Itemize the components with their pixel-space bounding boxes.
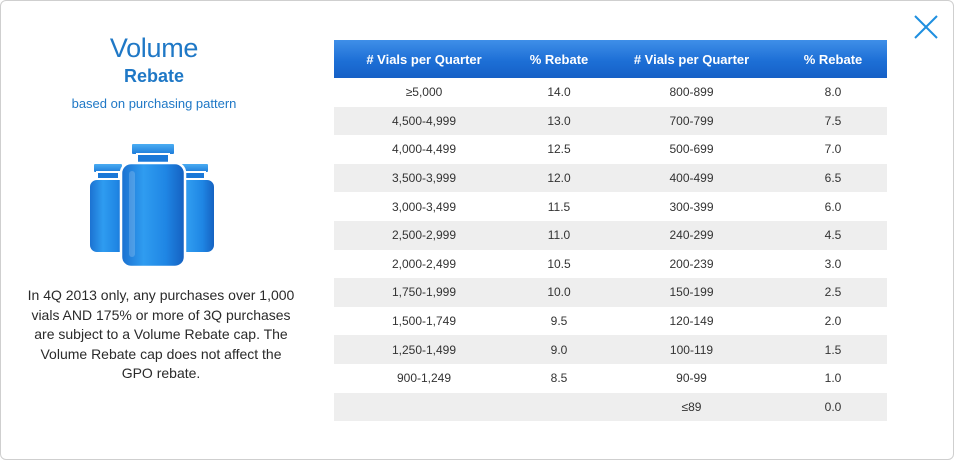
table-cell: 7.0 [824,142,842,157]
table-cell: 3,500-3,999 [334,163,514,193]
table-cell: 500-699 [669,142,714,157]
table-cell: 8.5 [550,371,568,386]
table-row: 4,500-4,999 13.0 700-799 7.5 [334,106,887,136]
close-button[interactable] [910,11,942,43]
table-cell: 13.0 [514,106,604,136]
table-row: 2,000-2,499 10.5 200-239 3.0 [334,250,887,279]
table-header-row: # Vials per Quarter % Rebate # Vials per… [334,40,887,78]
table-cell [514,392,604,422]
info-panel: Volume Rebate based on purchasing patter… [1,1,319,460]
table-row: 4,000-4,499 12.5 500-699 7.0 [334,135,887,164]
table-cell: 700-799 [604,106,779,136]
vials-icon [85,141,221,269]
table-cell: ≥5,000 [405,85,443,100]
table-cell: 3,000-3,499 [391,199,457,214]
table-row: 2,500-2,999 11.0 240-299 4.5 [334,220,887,250]
table-cell: 14.0 [547,85,571,100]
table-cell: ≤89 [604,392,779,422]
table-cell: 4,500-4,999 [334,106,514,136]
table-cell: 90-99 [676,371,707,386]
table-cell: 12.5 [547,142,571,157]
table-cell: 9.0 [514,335,604,364]
table-cell: 120-149 [669,314,714,329]
table-cell: 2,500-2,999 [334,220,514,250]
table-cell: 3.0 [824,256,842,271]
table-cell: 12.0 [514,163,604,193]
table-cell: 800-899 [669,85,714,100]
table-cell: 10.0 [514,278,604,307]
table-cell [334,392,514,422]
table-cell: 100-119 [604,335,779,364]
table-row: 1,750-1,999 10.0 150-199 2.5 [334,278,887,307]
table-row: 3,000-3,499 11.5 300-399 6.0 [334,192,887,221]
close-icon [914,15,938,39]
column-header-vials: # Vials per Quarter [334,40,514,78]
table-cell: 4.5 [779,220,887,250]
rebate-table-container: # Vials per Quarter % Rebate # Vials per… [334,40,887,422]
table-cell: 4,000-4,499 [391,142,457,157]
table-row: ≤89 0.0 [334,392,887,422]
table-row: 1,500-1,749 9.5 120-149 2.0 [334,307,887,336]
table-cell: 2.0 [824,314,842,329]
page-subtitle: Rebate [123,66,185,86]
table-cell: 10.5 [547,256,571,271]
table-cell: 1,250-1,499 [334,335,514,364]
table-cell: 1,500-1,749 [391,314,457,329]
table-cell: 6.5 [779,163,887,193]
subtitle-note: based on purchasing pattern [71,96,237,111]
table-row: 1,250-1,499 9.0 100-119 1.5 [334,335,887,364]
table-cell: 1,750-1,999 [334,278,514,307]
rebate-table: # Vials per Quarter % Rebate # Vials per… [334,40,887,422]
table-cell: 200-239 [669,256,714,271]
table-row: 900-1,249 8.5 90-99 1.0 [334,364,887,393]
disclaimer-text: In 4Q 2013 only, any purchases over 1,00… [27,287,295,381]
table-cell: 400-499 [604,163,779,193]
table-cell: 300-399 [669,199,714,214]
table-cell: 900-1,249 [396,371,452,386]
table-cell: 2,000-2,499 [391,256,457,271]
table-cell: 1.5 [779,335,887,364]
page-title: Volume [109,33,199,63]
table-cell: 6.0 [824,199,842,214]
table-cell: 1.0 [824,371,842,386]
table-cell: 240-299 [604,220,779,250]
table-cell: 9.5 [550,314,568,329]
table-cell: 150-199 [604,278,779,307]
table-cell: 7.5 [779,106,887,136]
table-cell: 2.5 [779,278,887,307]
table-row: ≥5,000 14.0 800-899 8.0 [334,78,887,107]
table-cell: 11.0 [514,220,604,250]
table-cell: 8.0 [824,85,842,100]
column-header-rebate: % Rebate [779,40,887,78]
table-cell: 0.0 [779,392,887,422]
column-header-vials: # Vials per Quarter [604,40,779,78]
column-header-rebate: % Rebate [514,40,604,78]
table-row: 3,500-3,999 12.0 400-499 6.5 [334,163,887,193]
table-cell: 11.5 [547,199,571,214]
